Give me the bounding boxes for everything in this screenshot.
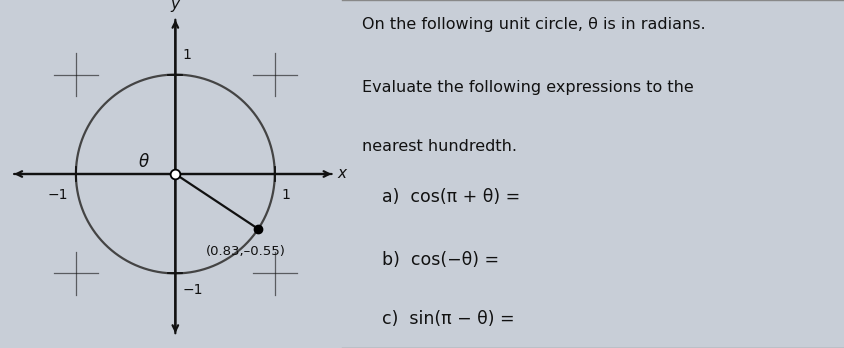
Text: −1: −1 [182, 283, 203, 298]
Text: −1: −1 [47, 188, 68, 202]
Text: x: x [338, 166, 347, 182]
Text: nearest hundredth.: nearest hundredth. [362, 139, 517, 154]
Text: θ: θ [138, 153, 149, 171]
Text: b)  cos(−θ) =: b) cos(−θ) = [382, 251, 499, 269]
Text: 1: 1 [182, 48, 191, 62]
Text: 1: 1 [281, 188, 290, 202]
Text: a)  cos(π + θ) =: a) cos(π + θ) = [382, 188, 520, 206]
Text: On the following unit circle, θ is in radians.: On the following unit circle, θ is in ra… [362, 17, 705, 32]
Text: (0.83,–0.55): (0.83,–0.55) [206, 245, 286, 258]
Text: y: y [170, 0, 180, 13]
Text: Evaluate the following expressions to the: Evaluate the following expressions to th… [362, 80, 693, 95]
Text: c)  sin(π − θ) =: c) sin(π − θ) = [382, 310, 515, 328]
